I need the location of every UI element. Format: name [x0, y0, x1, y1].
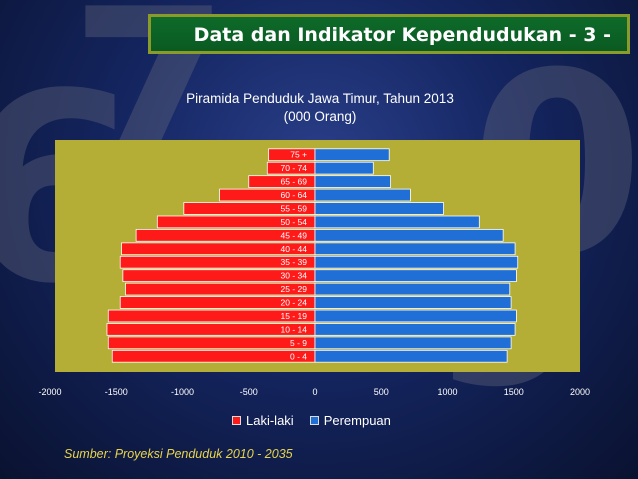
age-group-label: 5 - 9	[290, 338, 307, 348]
x-tick-label: 500	[374, 387, 389, 397]
age-group-label: 70 - 74	[281, 163, 308, 173]
female-bar	[314, 282, 511, 296]
x-tick-label: -500	[240, 387, 258, 397]
female-bar	[314, 309, 517, 323]
source-note: Sumber: Proyeksi Penduduk 2010 - 2035	[64, 447, 293, 461]
age-group-label: 45 - 49	[281, 230, 308, 240]
male-bar	[111, 349, 316, 363]
female-bar	[314, 255, 519, 269]
female-bar	[314, 229, 504, 242]
female-bar	[314, 202, 444, 215]
female-bar	[314, 175, 391, 188]
legend-label-female: Perempuan	[323, 413, 391, 428]
female-bar	[314, 323, 516, 336]
legend-swatch-female	[309, 416, 319, 425]
age-group-label: 30 - 34	[281, 271, 308, 281]
title-bar: Data dan Indikator Kependudukan - 3 -	[148, 14, 630, 54]
age-group-label: 75 +	[290, 150, 307, 160]
female-bar	[314, 148, 390, 162]
male-bar	[107, 336, 316, 350]
age-group-label: 25 - 29	[281, 284, 308, 294]
x-tick-label: -2000	[38, 387, 61, 397]
legend-label-male: Laki-laki	[246, 413, 294, 428]
female-bar	[314, 336, 512, 350]
x-tick-label: -1500	[105, 387, 128, 397]
x-tick-label: -1000	[171, 387, 194, 397]
female-bar	[314, 242, 516, 256]
age-group-label: 50 - 54	[281, 217, 308, 227]
x-tick-label: 1000	[437, 387, 457, 397]
female-bar	[314, 296, 512, 309]
page-title: Data dan Indikator Kependudukan - 3 -	[193, 24, 611, 46]
age-group-label: 15 - 19	[281, 311, 308, 321]
legend-swatch-male	[232, 416, 241, 425]
age-group-label: 20 - 24	[281, 298, 308, 308]
chart-title: Piramida Penduduk Jawa Timur, Tahun 2013	[186, 91, 454, 106]
female-bar	[314, 161, 374, 175]
age-group-label: 35 - 39	[281, 257, 308, 267]
age-group-label: 0 - 4	[290, 351, 307, 361]
age-group-label: 10 - 14	[281, 324, 308, 334]
female-bar	[314, 215, 480, 229]
female-bar	[314, 269, 517, 282]
age-group-label: 60 - 64	[281, 190, 308, 200]
x-tick-label: 1500	[504, 387, 524, 397]
female-bar	[314, 188, 411, 202]
chart-legend: Laki-laki Perempuan	[232, 413, 391, 428]
x-tick-label: 2000	[570, 387, 590, 397]
x-tick-label: 0	[312, 387, 317, 397]
age-group-label: 40 - 44	[281, 244, 308, 254]
age-group-label: 55 - 59	[281, 203, 308, 213]
age-group-label: 65 - 69	[281, 177, 308, 187]
female-bar	[314, 349, 508, 363]
chart-subtitle: (000 Orang)	[283, 109, 357, 124]
